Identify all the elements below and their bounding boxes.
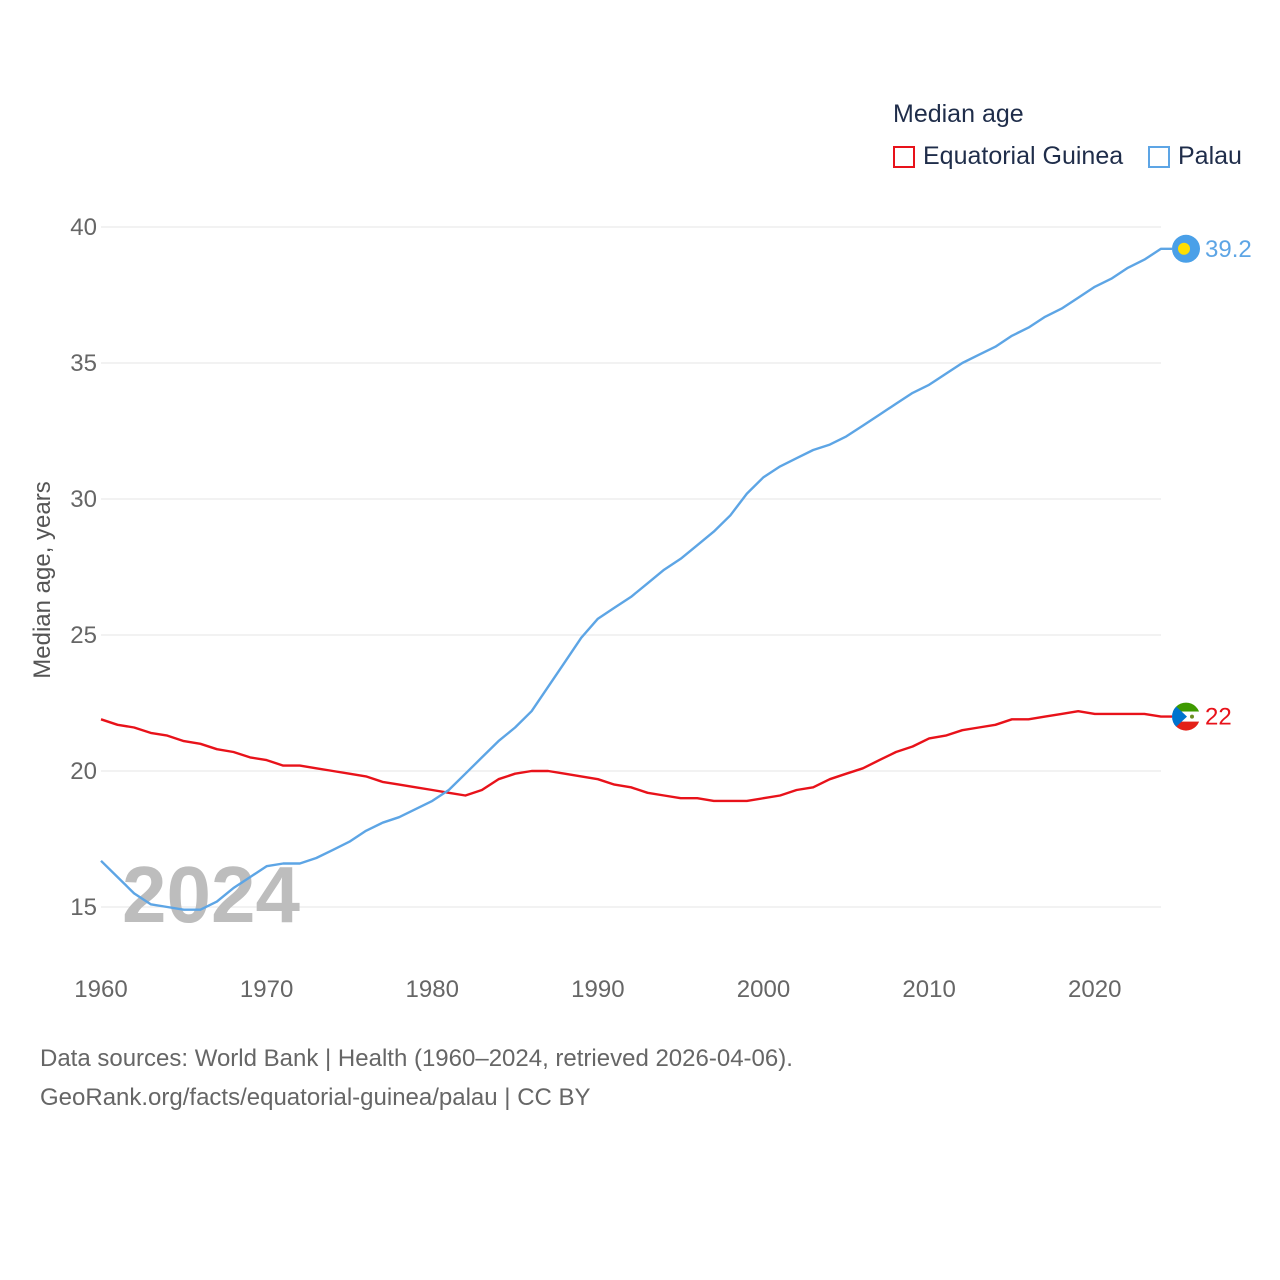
legend-item-palau[interactable]: Palau <box>1148 142 1242 171</box>
attribution-line[interactable]: GeoRank.org/facts/equatorial-guinea/pala… <box>40 1084 591 1111</box>
legend-swatch-equatorial-guinea <box>893 145 915 168</box>
series-line-palau <box>100 247 1172 911</box>
y-tick-label: 25 <box>70 622 97 649</box>
y-axis-ticks: 15 20 25 30 35 40 <box>70 214 97 921</box>
x-tick-label: 2020 <box>1068 976 1121 1003</box>
gridlines <box>101 226 1161 908</box>
x-tick-label: 1980 <box>406 976 459 1003</box>
y-tick-label: 15 <box>70 894 97 921</box>
legend-label-palau: Palau <box>1178 142 1242 170</box>
legend-item-equatorial-guinea[interactable]: Equatorial Guinea <box>893 142 1123 171</box>
end-markers: 22 39.2 <box>1172 234 1252 731</box>
y-tick-label: 40 <box>70 214 97 241</box>
x-tick-label: 1990 <box>571 976 624 1003</box>
legend-title: Median age <box>893 100 1024 128</box>
year-watermark: 2024 <box>122 850 300 939</box>
legend-label-equatorial-guinea: Equatorial Guinea <box>923 142 1124 170</box>
y-axis-title: Median age, years <box>29 481 56 678</box>
y-tick-label: 30 <box>70 486 97 513</box>
x-tick-label: 2000 <box>737 976 790 1003</box>
x-tick-label: 2010 <box>902 976 955 1003</box>
y-tick-label: 35 <box>70 350 97 377</box>
x-axis-ticks: 1960 1970 1980 1990 2000 2010 2020 <box>74 976 1121 1003</box>
series-line-equatorial-guinea <box>100 710 1172 803</box>
source-line: Data sources: World Bank | Health (1960–… <box>40 1045 793 1072</box>
legend-swatch-palau <box>1148 145 1170 168</box>
series-lines <box>100 247 1172 911</box>
end-value-label-equatorial-guinea: 22 <box>1205 704 1232 731</box>
palau-flag-icon <box>1172 234 1200 263</box>
x-tick-label: 1960 <box>74 976 127 1003</box>
end-value-label-palau: 39.2 <box>1205 236 1252 263</box>
x-tick-label: 1970 <box>240 976 293 1003</box>
equatorial-guinea-flag-icon <box>1172 702 1200 731</box>
y-tick-label: 20 <box>70 758 97 785</box>
